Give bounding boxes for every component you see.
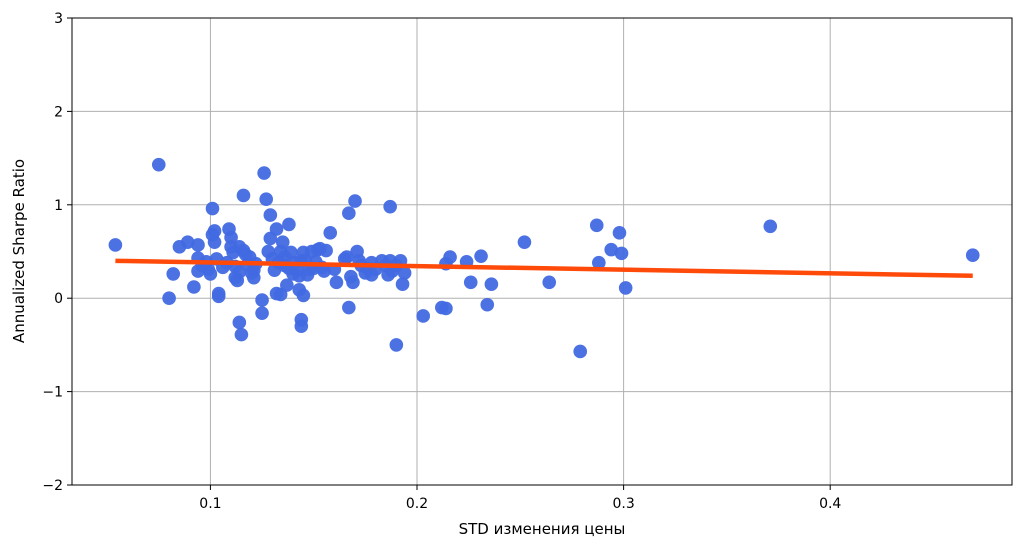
data-point — [294, 312, 309, 327]
trend-line — [115, 258, 973, 279]
x-tick-label: 0.3 — [612, 496, 634, 512]
trend-line-group — [115, 258, 973, 279]
data-point — [342, 300, 356, 315]
y-tick-label: 1 — [54, 198, 63, 214]
data-point — [480, 297, 495, 312]
data-point — [397, 266, 412, 280]
data-point — [604, 242, 619, 257]
data-point — [162, 291, 176, 306]
data-point — [275, 235, 290, 249]
data-point — [439, 301, 453, 316]
data-point — [618, 281, 633, 295]
data-point — [329, 275, 344, 290]
data-point — [108, 238, 123, 252]
data-point — [592, 255, 606, 270]
y-axis-ticks: −2 −1 0 1 2 3 — [42, 11, 72, 494]
data-point — [247, 270, 261, 285]
data-point — [191, 238, 205, 252]
data-point — [763, 219, 778, 234]
data-point — [224, 230, 238, 245]
data-point — [339, 250, 354, 264]
y-tick-label: −2 — [42, 478, 63, 494]
y-tick-label: 3 — [54, 11, 63, 27]
data-point — [346, 275, 360, 290]
data-point — [269, 222, 284, 236]
y-tick-label: −1 — [42, 385, 63, 401]
data-point — [416, 309, 431, 323]
data-point — [203, 267, 218, 281]
data-point — [395, 277, 410, 291]
data-point — [612, 226, 627, 240]
data-point — [589, 218, 604, 233]
data-point — [296, 288, 311, 303]
x-axis-ticks: 0.1 0.2 0.3 0.4 — [199, 485, 841, 512]
data-point — [211, 289, 226, 304]
data-point — [151, 157, 166, 172]
data-point — [257, 166, 271, 180]
data-point — [236, 188, 251, 203]
data-point — [614, 246, 629, 261]
x-tick-label: 0.4 — [819, 496, 841, 512]
data-point — [342, 206, 356, 221]
data-point — [166, 267, 181, 281]
data-point — [474, 249, 488, 263]
data-point — [463, 275, 478, 290]
x-axis-label: STD изменения цены — [459, 520, 626, 538]
y-axis-label: Annualized Sharpe Ratio — [10, 159, 28, 343]
data-point — [284, 245, 298, 260]
data-point — [542, 275, 557, 290]
data-point — [389, 338, 404, 352]
data-point — [205, 201, 220, 216]
data-point — [323, 226, 338, 240]
data-point — [517, 235, 532, 249]
plot-background — [72, 18, 1012, 485]
data-point — [207, 235, 222, 249]
data-point — [484, 277, 499, 291]
data-point — [280, 278, 294, 292]
x-tick-label: 0.1 — [199, 496, 221, 512]
data-point — [187, 280, 201, 294]
data-point — [348, 194, 362, 208]
data-point — [317, 264, 331, 278]
data-point — [383, 199, 397, 214]
data-point — [263, 208, 278, 222]
data-point — [319, 243, 333, 258]
data-point — [234, 327, 249, 342]
y-tick-label: 0 — [54, 291, 63, 307]
data-point — [282, 217, 296, 232]
y-tick-label: 2 — [54, 104, 63, 120]
data-point — [232, 315, 247, 330]
data-point — [443, 250, 457, 264]
plot-frame — [71, 17, 1013, 486]
data-point — [255, 293, 269, 307]
data-point — [255, 306, 269, 320]
x-tick-label: 0.2 — [406, 496, 428, 512]
data-point — [573, 344, 588, 359]
data-point — [180, 235, 195, 249]
data-point — [965, 248, 980, 263]
data-point — [259, 192, 273, 206]
data-point — [207, 224, 222, 238]
